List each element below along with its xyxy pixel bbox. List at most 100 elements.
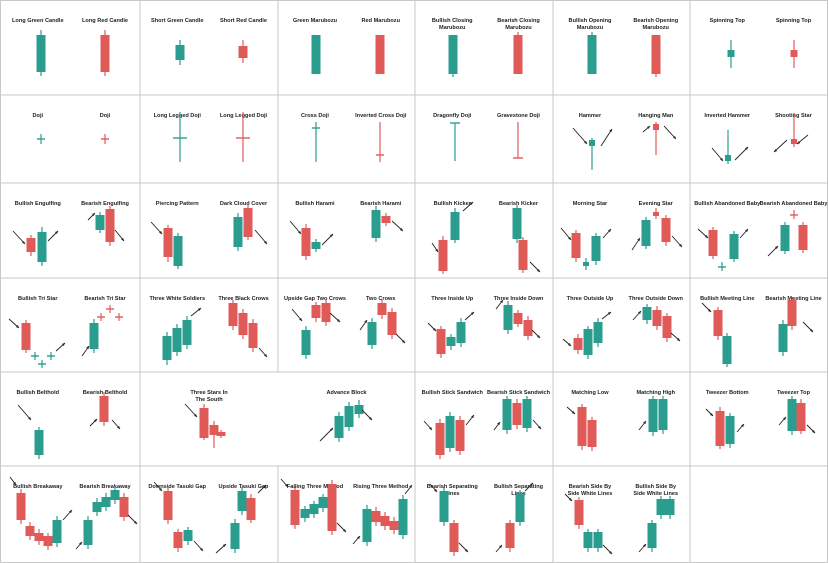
arrow-head: [61, 343, 65, 346]
trend-arrow: [329, 312, 341, 323]
bearish-candle: [577, 404, 587, 450]
bullish-candle: [334, 412, 344, 442]
trend-arrow: [193, 540, 204, 552]
bullish-candle: [318, 494, 328, 512]
trend-arrow: [404, 484, 413, 495]
trend-arrow: [796, 134, 809, 145]
trend-arrow: [254, 229, 268, 245]
candle-body: [52, 520, 62, 543]
pattern-label: Bearish Separating Lines: [427, 484, 479, 497]
bullish-candle: [300, 506, 310, 522]
trend-arrow: [62, 509, 73, 521]
pattern-label: Short Red Candle: [220, 18, 267, 24]
pattern-label: Red Marubozu: [361, 18, 400, 24]
bearish-candle: [438, 236, 448, 274]
doji-candle: [38, 360, 46, 368]
pattern-label: Two Crows: [366, 296, 395, 302]
trend-arrow: [806, 424, 816, 434]
pattern-label: Doji: [33, 113, 44, 119]
candle-body: [708, 230, 718, 256]
candle-body: [43, 536, 53, 546]
doji-candle: [47, 352, 55, 360]
candle-body: [248, 323, 258, 348]
candle-body: [246, 498, 256, 520]
arrow-head: [529, 483, 533, 487]
arrow-head: [676, 338, 680, 341]
doji-candle: [513, 122, 523, 159]
candle-body: [309, 504, 319, 514]
pattern-label: Bearish Kicker: [499, 201, 539, 207]
candle-body: [656, 499, 666, 515]
bullish-candle: [593, 318, 603, 347]
trend-arrow: [127, 514, 138, 525]
candle-body: [182, 320, 192, 345]
arrow-head: [399, 228, 403, 231]
trend-arrow: [778, 416, 787, 426]
bullish-candle: [446, 334, 456, 350]
bullish-candle: [398, 495, 408, 539]
trend-arrow: [773, 139, 788, 153]
pattern-labels: Long Green Candle Long Red Candle Short Gr…: [12, 18, 828, 497]
pattern-label: Bearish Engulfing: [81, 201, 129, 207]
trend-arrow: [642, 125, 651, 133]
candle-body: [209, 425, 219, 435]
bearish-candle: [173, 529, 183, 552]
doji-candle: [236, 112, 250, 162]
doji-candle: [106, 305, 114, 313]
candle-body: [790, 50, 798, 57]
bullish-candle: [512, 205, 522, 243]
trend-arrow: [638, 543, 647, 553]
pattern-label: Bullish Meeting Line: [700, 296, 754, 302]
trend-arrow: [734, 146, 749, 161]
trend-arrow: [602, 228, 612, 239]
bearish-candle: [25, 522, 35, 540]
arrow-head: [471, 415, 474, 419]
trend-arrow: [531, 329, 541, 339]
bearish-candle: [796, 399, 806, 434]
pattern-label: Hanging Man: [638, 113, 674, 119]
bearish-candle: [653, 208, 659, 219]
trend-arrow: [632, 310, 642, 321]
trend-arrow: [87, 212, 96, 221]
bearish-candle: [43, 533, 53, 550]
trend-arrow: [258, 347, 268, 358]
trend-arrow: [493, 421, 501, 431]
pattern-label: Dragonfly Doji: [433, 113, 472, 119]
trend-arrow: [111, 419, 121, 430]
pattern-label: Bullish Closing Marubozu: [432, 18, 473, 31]
pattern-label-line: Bullish Separating: [494, 484, 544, 490]
bearish-candle: [199, 404, 209, 440]
arrow-shaft: [773, 139, 788, 153]
bearish-candle: [163, 225, 173, 262]
arrow-head: [643, 421, 646, 425]
pattern-label-line: Bearish Opening: [633, 18, 678, 24]
trend-arrow: [81, 345, 90, 357]
bullish-candle: [448, 35, 458, 77]
bearish-candle: [571, 230, 581, 262]
arrow-head: [707, 308, 711, 312]
doji-candle: [312, 122, 320, 162]
pattern-label: Gravestone Doji: [497, 113, 540, 119]
pattern-label: Bullish Abandoned Baby: [694, 201, 761, 207]
pattern-label-line: Bullish Opening: [569, 18, 612, 24]
bullish-candle: [647, 520, 657, 552]
candle-body: [438, 240, 448, 271]
arrow-shaft: [663, 125, 677, 140]
pattern-label-line: Bearish Side By: [569, 484, 612, 490]
arrow-head: [159, 230, 162, 234]
trend-arrow: [532, 419, 542, 430]
candle-body: [445, 416, 455, 448]
arrow-head: [285, 483, 288, 487]
candle-body: [327, 484, 337, 531]
candle-body: [593, 322, 603, 343]
pattern-label: Bullish Kicker: [434, 201, 472, 207]
pattern-label: Tweezer Bottom: [706, 390, 749, 396]
pattern-label-line: Side White Lines: [568, 491, 613, 497]
candle-body: [725, 416, 735, 444]
bullish-candle: [522, 396, 532, 432]
bullish-candle: [583, 326, 593, 359]
bearish-candle: [228, 300, 238, 330]
candle-body: [243, 208, 253, 237]
bullish-candle: [648, 396, 658, 436]
